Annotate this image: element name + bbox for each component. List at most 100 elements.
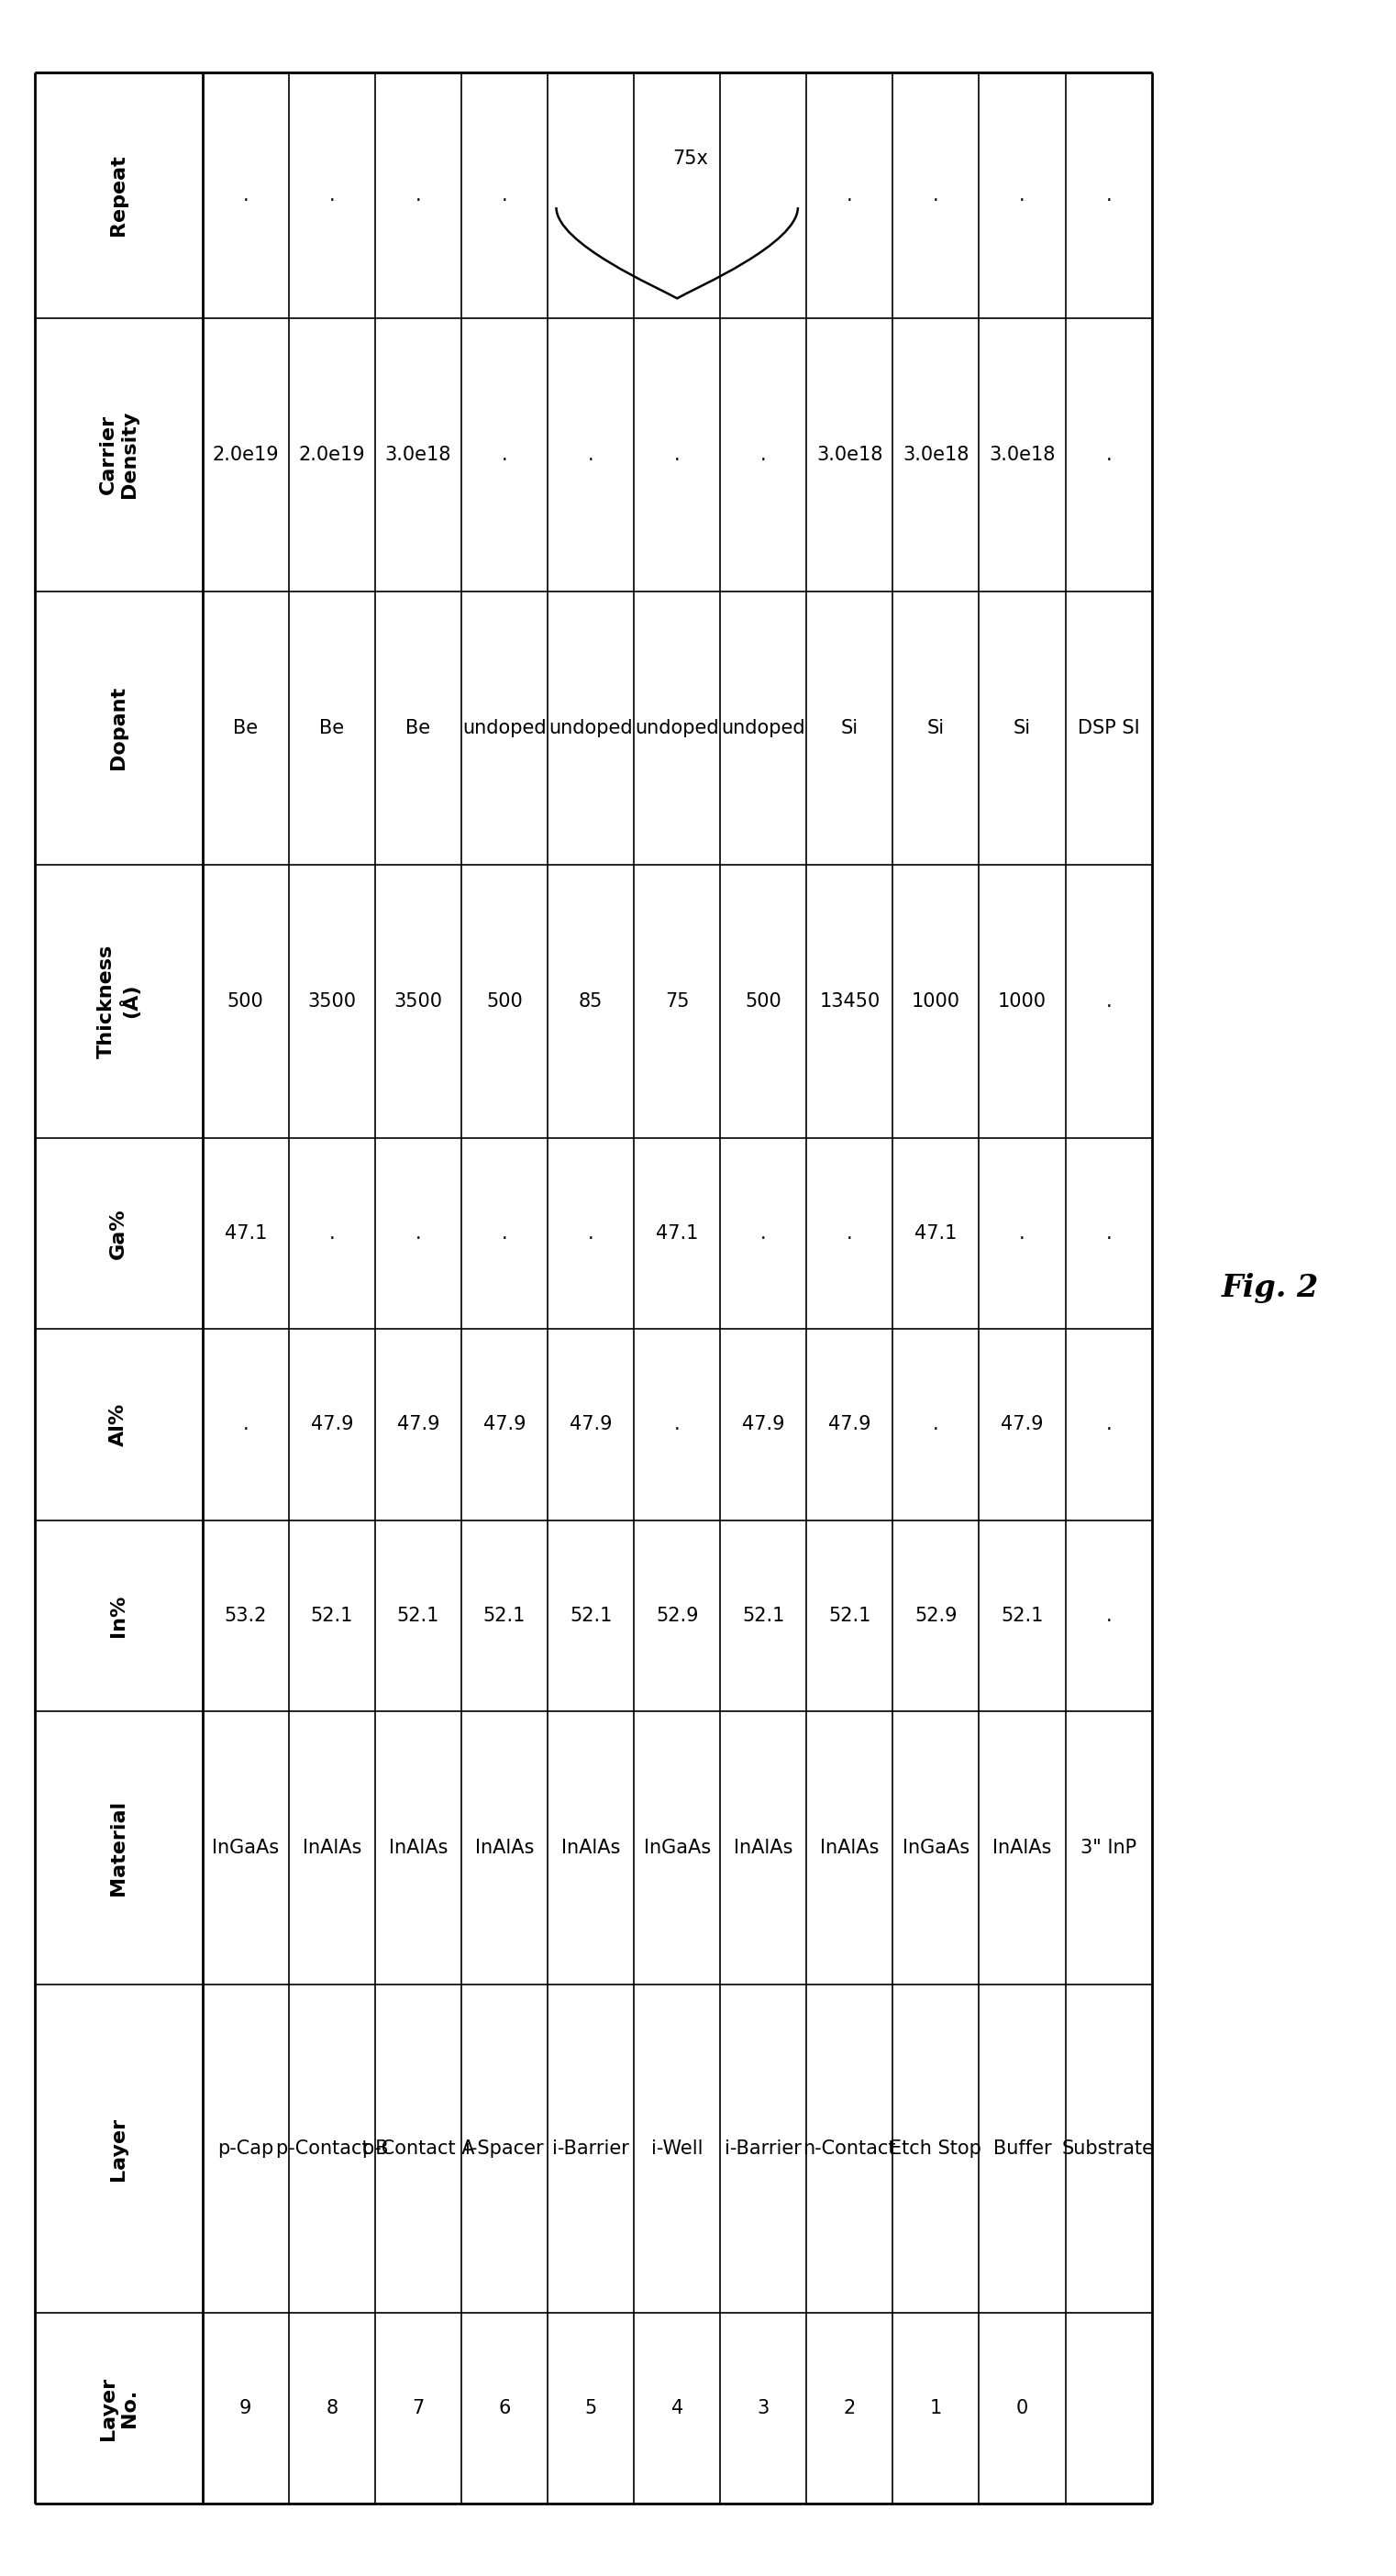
Text: 52.1: 52.1 [310, 1607, 353, 1625]
Text: 47.1: 47.1 [225, 1224, 267, 1242]
Text: 500: 500 [745, 992, 782, 1010]
Text: 6: 6 [498, 2398, 511, 2416]
Text: Layer: Layer [109, 2117, 128, 2179]
Text: In%: In% [109, 1595, 128, 1638]
Text: InAlAs: InAlAs [734, 1839, 793, 1857]
Text: 3.0e18: 3.0e18 [988, 446, 1055, 464]
Text: 47.1: 47.1 [656, 1224, 698, 1242]
Text: Si: Si [1013, 719, 1032, 737]
Text: .: . [588, 446, 593, 464]
Text: InAlAs: InAlAs [819, 1839, 879, 1857]
Text: Dopant: Dopant [109, 685, 128, 770]
Text: i-Barrier: i-Barrier [553, 2141, 630, 2159]
Text: 75: 75 [664, 992, 690, 1010]
Text: 13450: 13450 [819, 992, 879, 1010]
Text: undoped: undoped [722, 719, 805, 737]
Text: .: . [329, 1224, 335, 1242]
Text: 1000: 1000 [998, 992, 1047, 1010]
Text: i-Spacer: i-Spacer [465, 2141, 543, 2159]
Text: .: . [846, 185, 853, 204]
Text: .: . [846, 1224, 853, 1242]
Text: Be: Be [233, 719, 258, 737]
Text: .: . [674, 446, 680, 464]
Text: n-Contact: n-Contact [803, 2141, 896, 2159]
Text: 1: 1 [930, 2398, 942, 2416]
Text: 3500: 3500 [394, 992, 443, 1010]
Text: 3.0e18: 3.0e18 [817, 446, 882, 464]
Text: .: . [501, 1224, 508, 1242]
Text: .: . [674, 1414, 680, 1435]
Text: 47.9: 47.9 [396, 1414, 440, 1435]
Text: .: . [1019, 1224, 1025, 1242]
Text: Si: Si [840, 719, 859, 737]
Text: 47.9: 47.9 [743, 1414, 785, 1435]
Text: i-Well: i-Well [651, 2141, 704, 2159]
Text: 47.9: 47.9 [483, 1414, 526, 1435]
Text: 1000: 1000 [912, 992, 960, 1010]
Text: 7: 7 [412, 2398, 424, 2416]
Text: Be: Be [406, 719, 430, 737]
Text: .: . [761, 446, 766, 464]
Text: 3" InP: 3" InP [1081, 1839, 1136, 1857]
Text: undoped: undoped [635, 719, 719, 737]
Text: Fig. 2: Fig. 2 [1222, 1273, 1319, 1303]
Text: InGaAs: InGaAs [644, 1839, 711, 1857]
Text: InGaAs: InGaAs [212, 1839, 279, 1857]
Text: 52.1: 52.1 [570, 1607, 611, 1625]
Text: 3.0e18: 3.0e18 [903, 446, 969, 464]
Text: DSP SI: DSP SI [1078, 719, 1139, 737]
Text: p-Cap: p-Cap [218, 2141, 274, 2159]
Text: 47.9: 47.9 [570, 1414, 611, 1435]
Text: 2.0e19: 2.0e19 [212, 446, 279, 464]
Text: InAlAs: InAlAs [475, 1839, 535, 1857]
Text: 500: 500 [228, 992, 264, 1010]
Text: .: . [761, 1224, 766, 1242]
Text: .: . [415, 185, 422, 204]
Text: Etch Stop: Etch Stop [891, 2141, 981, 2159]
Text: undoped: undoped [462, 719, 546, 737]
Text: 3.0e18: 3.0e18 [385, 446, 451, 464]
Text: .: . [933, 1414, 940, 1435]
Text: undoped: undoped [549, 719, 632, 737]
Text: .: . [243, 185, 248, 204]
Text: 75x: 75x [673, 149, 708, 167]
Text: Al%: Al% [109, 1404, 128, 1445]
Text: .: . [1106, 1224, 1111, 1242]
Text: InAlAs: InAlAs [561, 1839, 620, 1857]
Text: .: . [329, 185, 335, 204]
Text: Thickness
(Å): Thickness (Å) [98, 945, 140, 1059]
Text: 5: 5 [585, 2398, 597, 2416]
Text: 52.1: 52.1 [743, 1607, 785, 1625]
Text: InGaAs: InGaAs [902, 1839, 969, 1857]
Text: Buffer: Buffer [993, 2141, 1051, 2159]
Text: 2.0e19: 2.0e19 [299, 446, 366, 464]
Text: 52.1: 52.1 [483, 1607, 526, 1625]
Text: Layer
No.: Layer No. [99, 2378, 138, 2439]
Text: .: . [588, 1224, 593, 1242]
Text: 47.1: 47.1 [914, 1224, 958, 1242]
Text: .: . [1106, 446, 1111, 464]
Text: 8: 8 [325, 2398, 338, 2416]
Text: p-Contact A: p-Contact A [362, 2141, 475, 2159]
Text: 4: 4 [671, 2398, 683, 2416]
Text: InAlAs: InAlAs [993, 1839, 1051, 1857]
Text: 52.9: 52.9 [914, 1607, 958, 1625]
Text: 53.2: 53.2 [225, 1607, 267, 1625]
Text: Ga%: Ga% [109, 1208, 128, 1260]
Text: Material: Material [109, 1801, 128, 1896]
Text: .: . [243, 1414, 248, 1435]
Text: 52.1: 52.1 [396, 1607, 440, 1625]
Text: 85: 85 [579, 992, 603, 1010]
Text: 9: 9 [240, 2398, 251, 2416]
Text: 500: 500 [486, 992, 522, 1010]
Text: .: . [415, 1224, 422, 1242]
Text: 47.9: 47.9 [1001, 1414, 1044, 1435]
Text: 3: 3 [757, 2398, 769, 2416]
Text: .: . [1106, 1607, 1111, 1625]
Text: Repeat: Repeat [109, 155, 128, 237]
Text: Si: Si [927, 719, 945, 737]
Text: .: . [501, 185, 508, 204]
Text: .: . [1106, 992, 1111, 1010]
Text: i-Barrier: i-Barrier [725, 2141, 801, 2159]
Text: .: . [933, 185, 940, 204]
